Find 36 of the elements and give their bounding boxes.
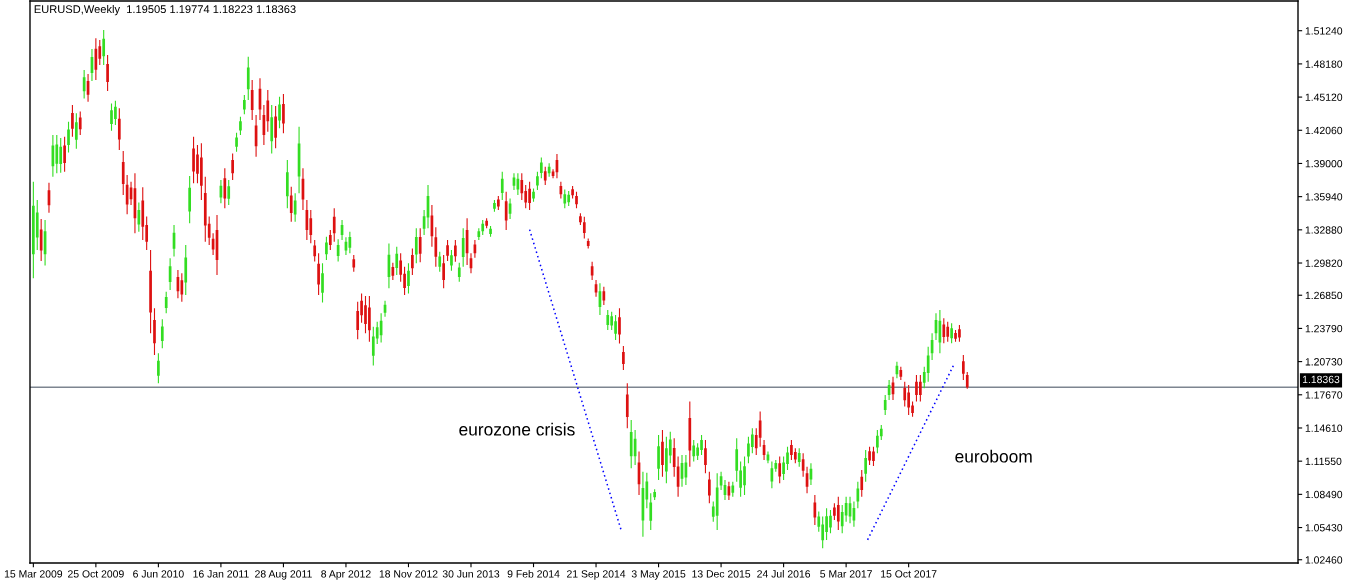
x-tick-label: 6 Jun 2010 — [133, 570, 184, 578]
y-tick-label: 1.11550 — [1305, 457, 1342, 466]
y-tick-label: 1.35940 — [1305, 193, 1343, 201]
y-tick-label: 1.23790 — [1305, 324, 1343, 333]
y-tick-label: 1.29820 — [1305, 259, 1343, 267]
y-tick-label: 1.51240 — [1305, 27, 1343, 35]
x-tick-label: 25 Oct 2009 — [68, 570, 124, 578]
ref-line-label: 1.18363 — [1302, 375, 1340, 384]
y-tick-label: 1.39000 — [1305, 159, 1343, 168]
x-tick-label: 9 Feb 2014 — [507, 569, 560, 578]
x-tick-label: 21 Sep 2014 — [567, 570, 626, 580]
y-tick-label: 1.20730 — [1305, 358, 1343, 366]
x-tick-label: 15 Mar 2009 — [4, 570, 63, 578]
x-tick-label: 15 Oct 2017 — [881, 570, 937, 578]
y-tick-label: 1.48180 — [1305, 60, 1343, 68]
x-tick-label: 16 Jan 2011 — [193, 570, 249, 578]
x-tick-label: 3 May 2015 — [631, 570, 686, 580]
annotation: euroboom — [955, 449, 1032, 463]
y-tick-label: 1.45120 — [1305, 93, 1343, 101]
x-tick-label: 30 Jun 2013 — [442, 570, 500, 578]
annotation: eurozone crisis — [459, 422, 575, 436]
y-tick-label: 1.26850 — [1305, 291, 1343, 300]
y-tick-label: 1.14610 — [1305, 424, 1343, 432]
x-tick-label: 13 Dec 2015 — [692, 570, 751, 578]
y-tick-label: 1.17670 — [1305, 391, 1343, 399]
x-tick-label: 8 Apr 2012 — [321, 570, 371, 580]
y-tick-label: 1.32880 — [1305, 226, 1343, 234]
y-tick-label: 1.42060 — [1305, 126, 1343, 135]
y-tick-label: 1.08490 — [1305, 490, 1343, 499]
chart-title: EURUSD,Weekly 1.19505 1.19774 1.18223 1.18363 — [34, 4, 296, 16]
x-tick-label: 28 Aug 2011 — [255, 570, 312, 580]
x-tick-label: 18 Nov 2012 — [379, 570, 438, 578]
x-tick-label: 24 Jul 2016 — [757, 569, 811, 578]
y-tick-label: 1.05430 — [1305, 524, 1343, 532]
y-tick-label: 1.02460 — [1305, 556, 1343, 564]
x-tick-label: 5 Mar 2017 — [820, 570, 872, 578]
